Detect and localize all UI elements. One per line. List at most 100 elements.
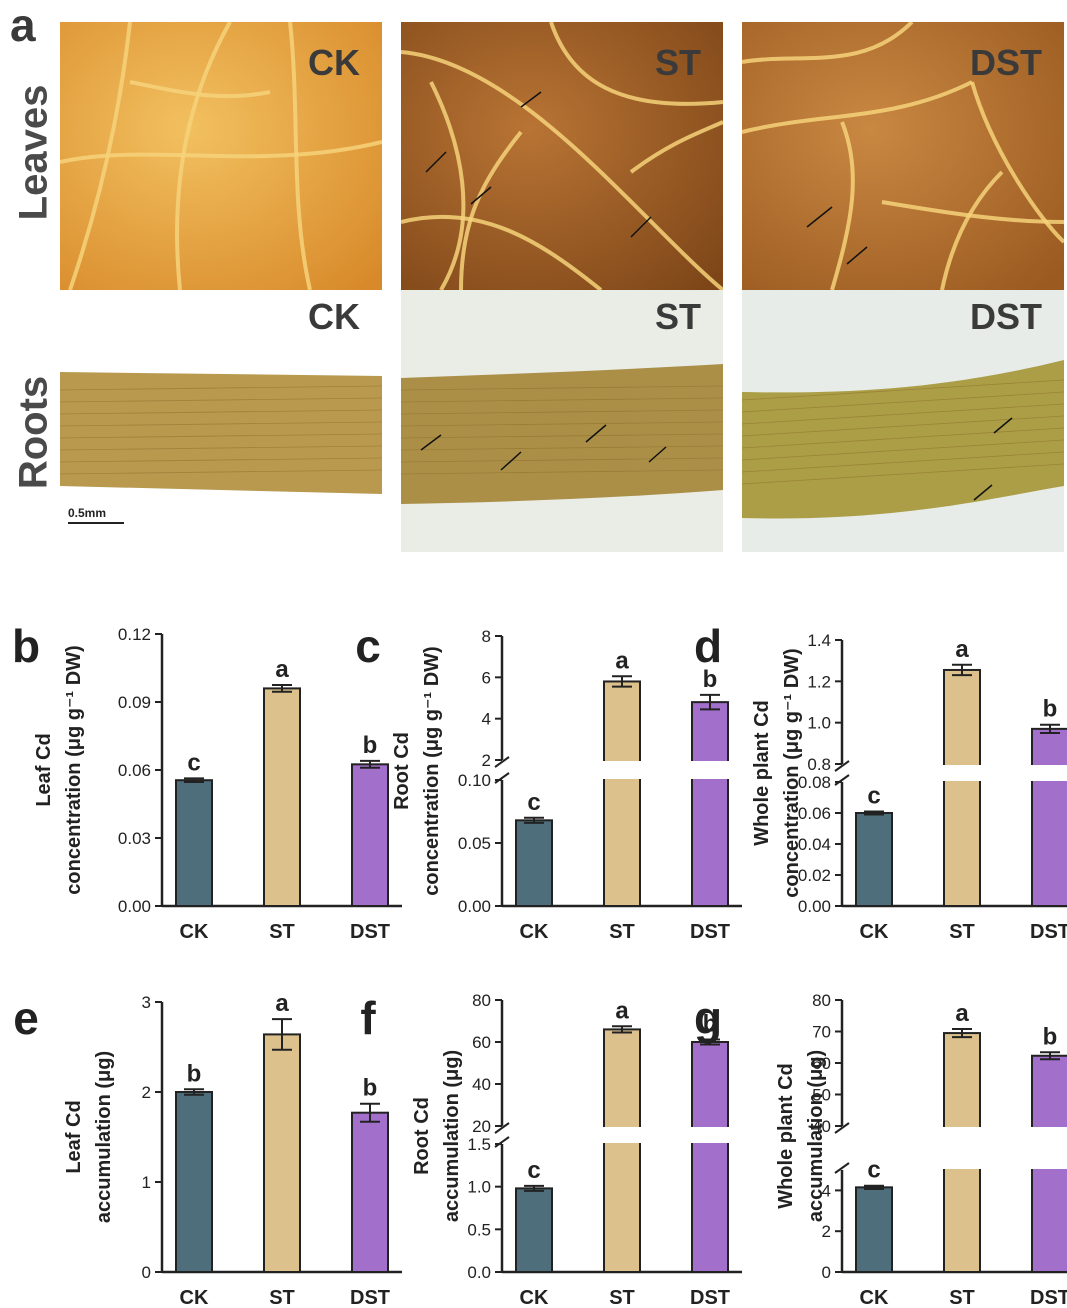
bar-dst <box>1031 727 1067 907</box>
root-striation <box>60 409 382 415</box>
y-tick-label: 0.00 <box>798 897 831 916</box>
y-tick-label: 1.0 <box>467 1178 491 1197</box>
bar-st <box>603 680 641 908</box>
root-image-st: ST <box>401 290 723 552</box>
axis-break-mark <box>494 772 510 784</box>
leaf-image-ck: CK <box>60 22 382 290</box>
photo-label: DST <box>970 296 1042 337</box>
root-striation <box>742 391 1064 413</box>
root-striation <box>742 427 1064 449</box>
significance-letter: a <box>275 990 289 1017</box>
photo-label: CK <box>308 42 360 83</box>
leaf-vein <box>830 121 855 290</box>
arrow-marker <box>520 91 542 108</box>
root-striation <box>60 385 382 391</box>
y-axis-label: Leaf Cd <box>63 1100 85 1173</box>
bar-ck <box>175 1091 213 1273</box>
scale-bar: 0.5mm <box>68 506 124 524</box>
significance-letter: b <box>703 666 718 693</box>
root-striation <box>742 451 1064 473</box>
axis-break-mark <box>834 1122 850 1134</box>
y-tick-label: 80 <box>472 991 491 1010</box>
significance-letter: c <box>187 749 200 776</box>
bar-st <box>603 1028 641 1274</box>
chart-letter-e: e <box>13 992 39 1044</box>
bar-ck <box>515 1187 553 1273</box>
leaf-vein <box>429 81 466 290</box>
arrow-marker <box>425 151 447 173</box>
significance-letter: b <box>363 732 378 759</box>
x-tick-label: ST <box>949 921 975 943</box>
significance-letter: a <box>615 997 629 1024</box>
y-axis-label: concentration (μg g⁻¹ DW) <box>421 646 443 895</box>
y-tick-label: 0.8 <box>807 755 831 774</box>
y-axis-label: Whole plant Cd <box>775 1063 797 1209</box>
arrow-marker <box>806 206 833 228</box>
bar-break-gap <box>1031 1127 1067 1169</box>
root-striation <box>401 397 723 403</box>
y-axis-label: accumulation (μg) <box>805 1050 827 1222</box>
y-axis-label: concentration (μg g⁻¹ DW) <box>781 648 803 897</box>
bar-break-gap <box>943 1127 981 1169</box>
arrow-marker <box>585 424 607 443</box>
scale-bar-label: 0.5mm <box>68 506 107 520</box>
x-tick-label: DST <box>690 921 730 943</box>
y-tick-label: 2 <box>142 1083 151 1102</box>
x-tick-label: CK <box>520 921 549 943</box>
root-striation <box>742 463 1064 485</box>
y-tick-label: 0.06 <box>118 761 151 780</box>
leaf-vein <box>970 81 1064 244</box>
root-striation <box>401 445 723 451</box>
root-striation <box>60 397 382 403</box>
axis-break-mark <box>494 1122 510 1134</box>
axis-break-mark <box>834 760 850 772</box>
bar-dst <box>351 1111 389 1273</box>
bar-st <box>943 668 981 908</box>
significance-letter: a <box>615 647 629 674</box>
root-striation <box>60 433 382 439</box>
significance-letter: c <box>867 1157 880 1184</box>
y-tick-label: 6 <box>482 668 491 687</box>
x-tick-label: CK <box>860 921 889 943</box>
bar-break-gap <box>603 761 641 779</box>
x-tick-label: ST <box>609 1287 635 1308</box>
bar-ck <box>515 819 553 908</box>
y-axis-label: Root Cd <box>391 732 413 810</box>
axis-break-mark <box>494 1136 510 1148</box>
y-tick-label: 4 <box>482 710 491 729</box>
y-tick-label: 0.12 <box>118 625 151 644</box>
leaf-vein <box>401 214 603 290</box>
y-tick-label: 60 <box>812 1054 831 1073</box>
leaf-vein <box>60 140 382 164</box>
bar-break-gap <box>691 761 729 779</box>
leaf-vein <box>742 22 914 64</box>
significance-letter: c <box>527 789 540 816</box>
y-tick-label: 1.2 <box>807 672 831 691</box>
y-tick-label: 0.05 <box>458 834 491 853</box>
bar-dst <box>351 763 389 907</box>
x-tick-label: DST <box>1030 921 1067 943</box>
y-tick-label: 0.03 <box>118 829 151 848</box>
leaf-vein <box>742 80 973 134</box>
significance-letter: b <box>1043 1023 1058 1050</box>
y-axis-label: concentration (μg g⁻¹ DW) <box>63 645 85 894</box>
photo-label: ST <box>654 42 701 83</box>
x-tick-label: DST <box>350 921 390 943</box>
y-tick-label: 2 <box>822 1222 831 1241</box>
root-striation <box>401 385 723 391</box>
leaf-vein <box>175 22 232 290</box>
bar-dst <box>691 1041 729 1273</box>
y-tick-label: 4 <box>822 1181 831 1200</box>
chart-letter-c: c <box>355 620 381 672</box>
significance-letter: a <box>955 1000 969 1027</box>
root-striation <box>60 445 382 451</box>
y-axis-label: Whole plant Cd <box>751 700 773 846</box>
bar-break-gap <box>1031 765 1067 781</box>
y-axis-label: accumulation (μg) <box>441 1050 463 1222</box>
significance-letter: a <box>955 636 969 663</box>
y-tick-label: 0.5 <box>467 1220 491 1239</box>
x-tick-label: CK <box>180 921 209 943</box>
arrow-marker <box>470 186 492 205</box>
root-striation <box>742 403 1064 425</box>
photo-label: ST <box>654 296 701 337</box>
